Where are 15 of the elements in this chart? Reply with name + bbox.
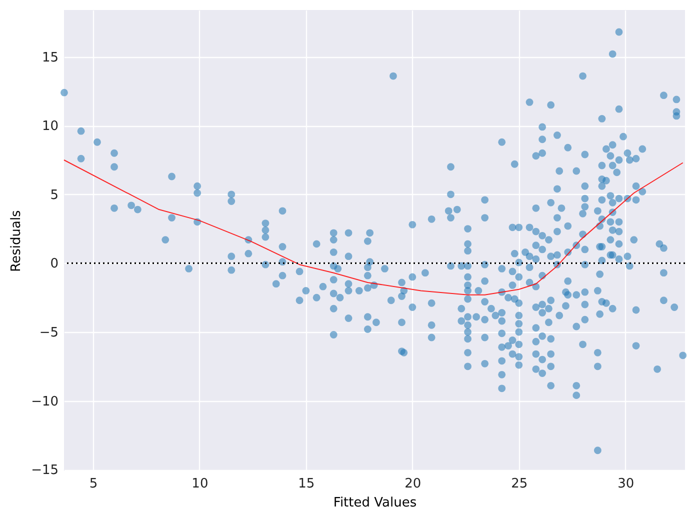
x-tick-label: 25 [511, 476, 528, 492]
y-tick-label: 10 [42, 119, 58, 134]
x-tick-label: 5 [89, 476, 98, 492]
y-tick-label: −5 [39, 326, 58, 341]
x-tick-label: 20 [404, 476, 422, 492]
x-tick-label: 15 [298, 476, 315, 492]
y-tick-label: 15 [42, 50, 58, 66]
x-axis-title: Fitted Values [333, 496, 417, 510]
y-tick-label: −10 [31, 394, 58, 410]
x-tick-label: 10 [192, 476, 208, 492]
y-tick-label: −15 [31, 463, 58, 478]
y-axis-title: Residuals [9, 210, 24, 272]
x-tick-label: 30 [618, 476, 634, 492]
y-tick-label: 5 [50, 188, 58, 203]
y-tick-label: 0 [50, 256, 58, 272]
